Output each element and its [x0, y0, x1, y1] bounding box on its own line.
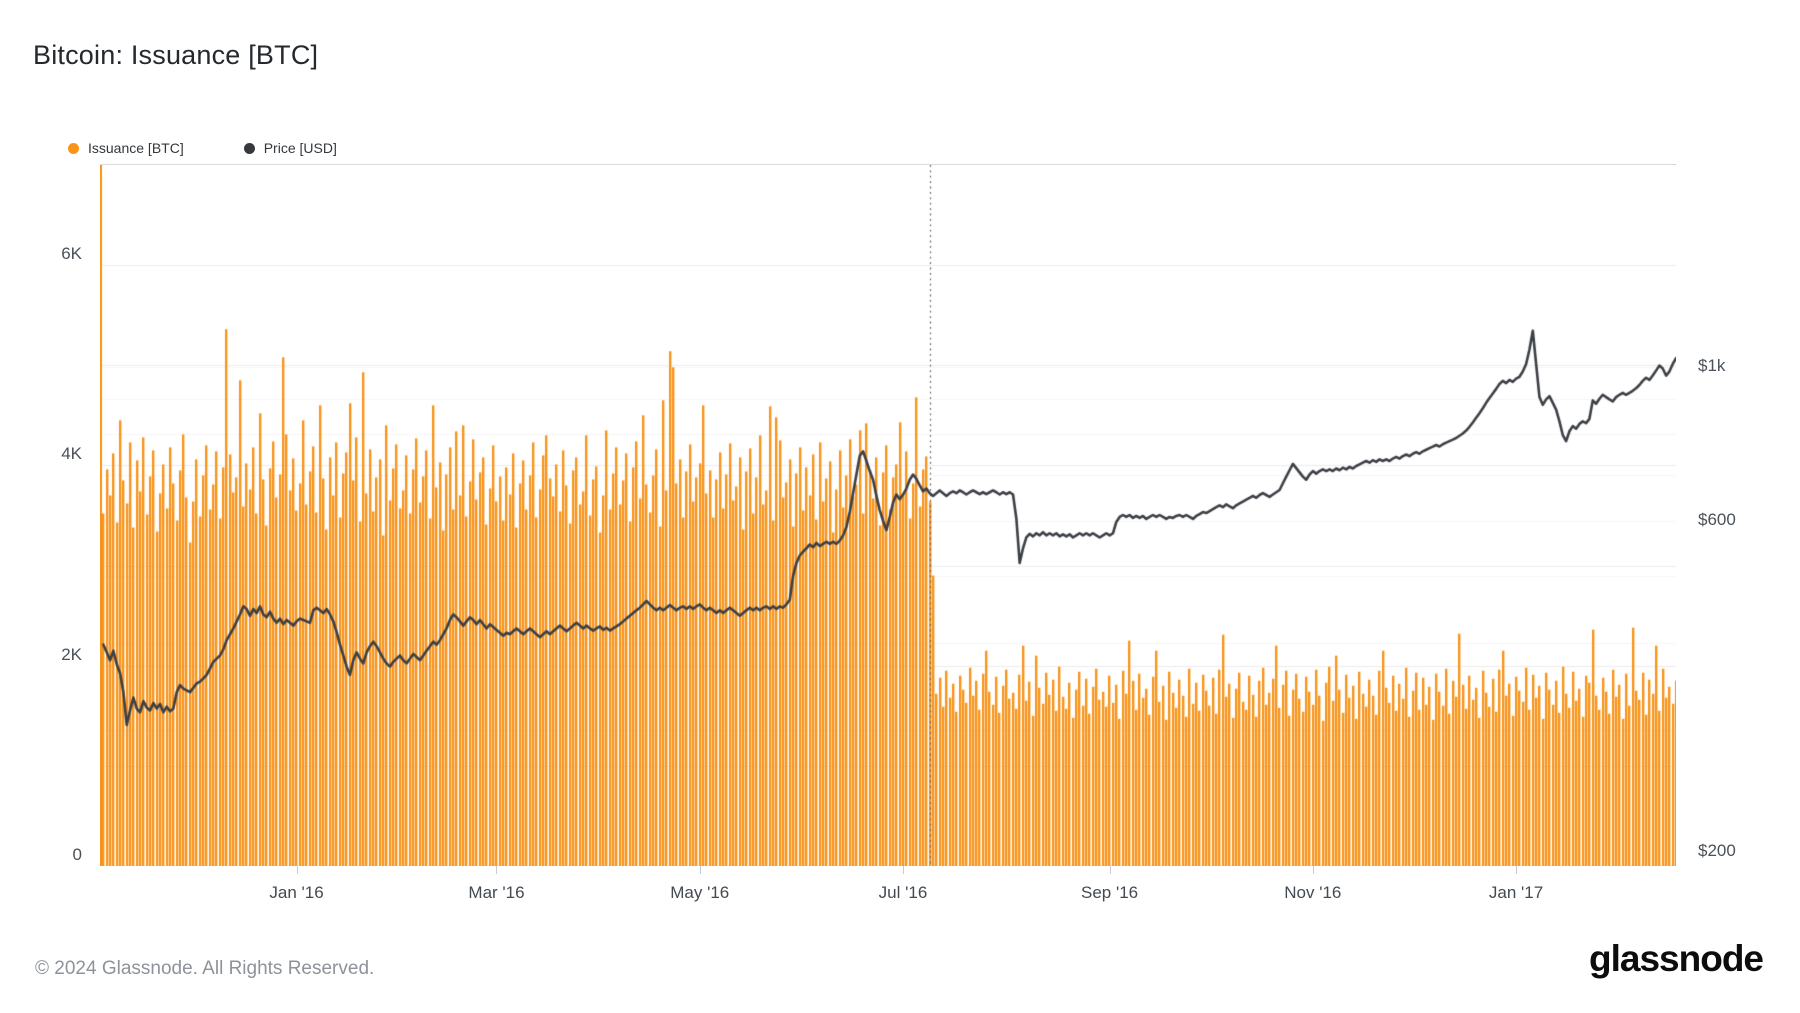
- x-axis-tickmark: [1109, 866, 1111, 874]
- left-axis-issuance: 0 2K 4K 6K: [0, 164, 82, 865]
- left-axis-tick-4K: 4K: [61, 444, 82, 464]
- right-axis-tick-200: $200: [1698, 841, 1736, 860]
- left-axis-tick-0: 0: [72, 845, 82, 864]
- x-axis-dates: Jan '16 Mar '16 May '16 Jul '16 Sep '16 Nov '…: [0, 865, 1800, 915]
- chart-legend: Issuance [BTC] Price [USD]: [68, 140, 337, 156]
- price-series-dot-icon: [243, 142, 255, 154]
- x-axis-label: Mar '16: [468, 883, 525, 902]
- x-axis-label: Jan '17: [1488, 883, 1544, 902]
- x-axis-label: Jan '16: [269, 883, 324, 902]
- x-axis-tickmark: [1516, 866, 1518, 874]
- x-axis-label: Sep '16: [1080, 883, 1139, 902]
- x-axis-label: Nov '16: [1284, 883, 1342, 902]
- x-axis-tickmark: [699, 866, 701, 874]
- left-axis-tick-2K: 2K: [61, 644, 82, 664]
- chart-plot-area[interactable]: [100, 164, 1676, 866]
- issuance-price-chart-canvas[interactable]: [100, 165, 1676, 866]
- glassnode-logo[interactable]: glassnode: [1589, 938, 1764, 979]
- legend-item-issuance[interactable]: Issuance [BTC]: [68, 140, 184, 156]
- x-axis-label: Jul '16: [878, 883, 928, 902]
- legend-item-price[interactable]: Price [USD]: [243, 140, 337, 156]
- copyright-text: © 2024 Glassnode. All Rights Reserved.: [35, 958, 375, 979]
- x-axis-tickmark: [1312, 866, 1314, 874]
- x-axis-tickmark: [296, 866, 298, 874]
- left-axis-tick-6K: 6K: [61, 244, 82, 264]
- x-axis-label: May '16: [670, 883, 730, 902]
- x-axis-tickmark: [496, 866, 498, 874]
- legend-item-price-label: Price [USD]: [263, 140, 337, 156]
- right-axis-tick-1000: $1k: [1698, 356, 1726, 375]
- legend-item-issuance-label: Issuance [BTC]: [88, 140, 184, 156]
- issuance-series-dot-icon: [68, 142, 79, 154]
- right-axis-price: $200 $600 $1k: [1698, 164, 1798, 865]
- page-title: Bitcoin: Issuance [BTC]: [33, 40, 319, 70]
- right-axis-tick-600: $600: [1698, 509, 1736, 529]
- x-axis-tickmark: [902, 866, 904, 874]
